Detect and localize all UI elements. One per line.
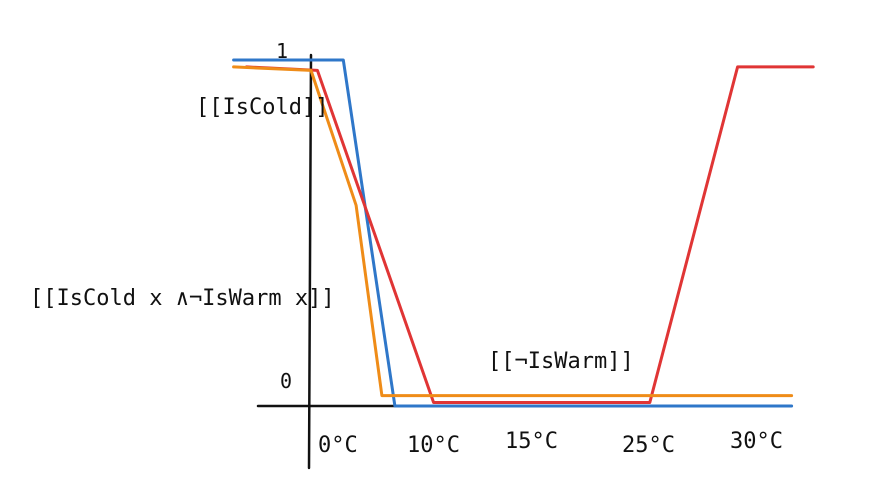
y-tick-label-0: 0: [280, 369, 292, 393]
series-layer: [232, 58, 815, 408]
annotation-not-iswarm: [[¬IsWarm]]: [488, 349, 634, 374]
x-tick-label-25: 25°C: [622, 433, 675, 458]
x-tick-label-30: 30°C: [730, 429, 783, 454]
x-tick-label-10: 10°C: [407, 433, 460, 458]
y-tick-label-1: 1: [276, 39, 288, 63]
series-line-2: [232, 65, 794, 398]
y-axis: [307, 53, 313, 470]
annotation-iscold-and-not-iswarm: [[IsCold x ∧¬IsWarm x]]: [30, 286, 335, 311]
x-tick-label-0: 0°C: [318, 433, 358, 458]
x-tick-label-15: 15°C: [505, 429, 558, 454]
annotation-iscold: [[IsCold]]: [196, 95, 328, 120]
series-line-0: [232, 58, 794, 408]
